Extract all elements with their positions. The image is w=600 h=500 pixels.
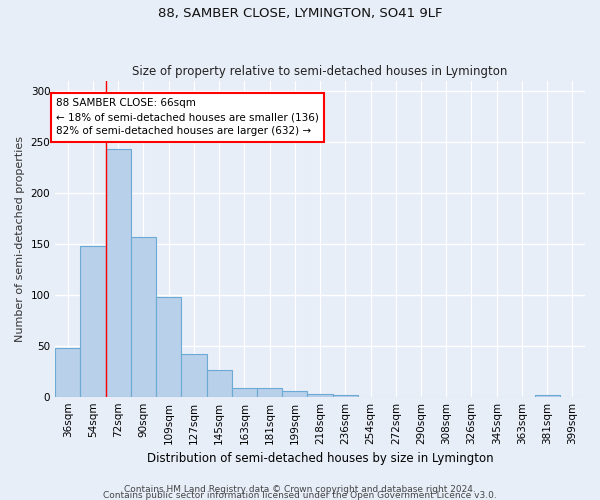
Bar (55, 348, 80, 397)
Bar (535, 394, 560, 396)
Text: Contains HM Land Registry data © Crown copyright and database right 2024.: Contains HM Land Registry data © Crown c… (124, 486, 476, 494)
Bar (181, 354, 206, 397)
Text: 88 SAMBER CLOSE: 66sqm
← 18% of semi-detached houses are smaller (136)
82% of se: 88 SAMBER CLOSE: 66sqm ← 18% of semi-det… (56, 98, 319, 136)
Text: Contains public sector information licensed under the Open Government Licence v3: Contains public sector information licen… (103, 492, 497, 500)
Bar (156, 297, 181, 396)
Bar (232, 388, 257, 396)
Text: 88, SAMBER CLOSE, LYMINGTON, SO41 9LF: 88, SAMBER CLOSE, LYMINGTON, SO41 9LF (158, 8, 442, 20)
Y-axis label: Number of semi-detached properties: Number of semi-detached properties (15, 136, 25, 342)
Bar (257, 388, 282, 396)
Title: Size of property relative to semi-detached houses in Lymington: Size of property relative to semi-detach… (133, 66, 508, 78)
Bar (282, 390, 307, 396)
Bar (332, 394, 358, 396)
Bar (131, 237, 156, 396)
X-axis label: Distribution of semi-detached houses by size in Lymington: Distribution of semi-detached houses by … (147, 452, 493, 465)
Bar (206, 370, 232, 396)
Bar (307, 394, 332, 396)
Bar (106, 150, 131, 396)
Bar (80, 246, 106, 396)
